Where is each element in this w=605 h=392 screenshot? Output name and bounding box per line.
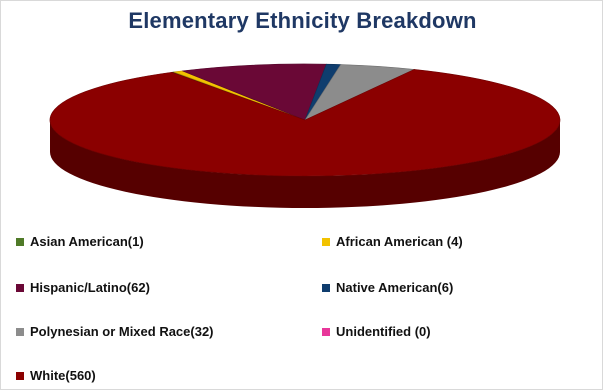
legend-swatch	[16, 327, 24, 336]
legend-item-asian-american: Asian American(1)	[16, 234, 144, 249]
legend-label: White(560)	[30, 368, 96, 383]
legend-swatch	[16, 237, 24, 246]
legend-label: Native American(6)	[336, 280, 454, 295]
pie-chart	[49, 63, 561, 208]
pie-slice-white-	[49, 69, 561, 177]
legend-label: Polynesian or Mixed Race(32)	[30, 324, 214, 339]
legend-item-hispanic-latino: Hispanic/Latino(62)	[16, 280, 150, 295]
chart-title: Elementary Ethnicity Breakdown	[128, 8, 477, 33]
pie-slice-hispanic-latino-	[182, 63, 327, 121]
legend-item-polynesian-mixed: Polynesian or Mixed Race(32)	[16, 324, 214, 339]
legend-swatch	[16, 371, 24, 380]
legend-item-native-american: Native American(6)	[322, 280, 453, 295]
legend-swatch	[322, 327, 330, 336]
legend-label: Hispanic/Latino(62)	[30, 280, 150, 295]
legend-item-unidentified: Unidentified (0)	[322, 324, 431, 339]
legend-swatch	[16, 283, 24, 292]
legend-item-african-american: African American (4)	[322, 234, 463, 249]
legend-label: African American (4)	[336, 234, 463, 249]
legend-label: Unidentified (0)	[336, 324, 431, 339]
legend-label: Asian American(1)	[30, 234, 144, 249]
legend-swatch	[322, 283, 330, 292]
pie-side-white-	[50, 120, 560, 208]
legend-item-white: White(560)	[16, 368, 96, 383]
legend-swatch	[322, 237, 330, 246]
